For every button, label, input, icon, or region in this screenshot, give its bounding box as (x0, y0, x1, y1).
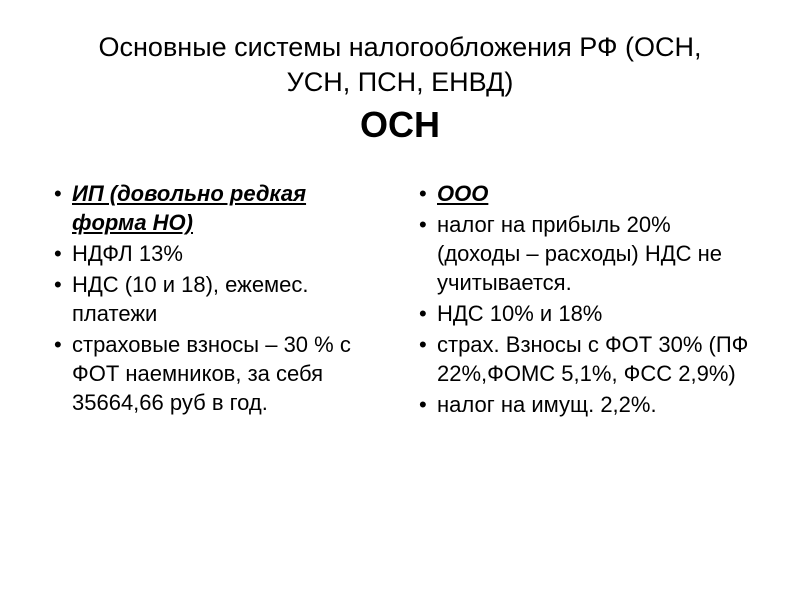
left-item: НДС (10 и 18), ежемес. платежи (50, 270, 385, 328)
title-line-1: Основные системы налогообложения РФ (ОСН… (50, 30, 750, 65)
left-list: ИП (довольно редкая форма НО) НДФЛ 13% Н… (50, 179, 385, 417)
right-column: ООО налог на прибыль 20% (доходы – расхо… (415, 179, 750, 421)
right-item: страх. Взносы с ФОТ 30% (ПФ 22%,ФОМС 5,1… (415, 330, 750, 388)
right-heading: ООО (437, 181, 488, 206)
title-line-2: УСН, ПСН, ЕНВД) (50, 65, 750, 100)
title-main: ОСН (50, 102, 750, 149)
content-columns: ИП (довольно редкая форма НО) НДФЛ 13% Н… (50, 179, 750, 421)
left-column: ИП (довольно редкая форма НО) НДФЛ 13% Н… (50, 179, 385, 421)
right-item: налог на имущ. 2,2%. (415, 390, 750, 419)
left-item: НДФЛ 13% (50, 239, 385, 268)
right-heading-item: ООО (415, 179, 750, 208)
slide-title: Основные системы налогообложения РФ (ОСН… (50, 30, 750, 149)
left-heading: ИП (довольно редкая форма НО) (72, 181, 306, 235)
right-item: НДС 10% и 18% (415, 299, 750, 328)
right-list: ООО налог на прибыль 20% (доходы – расхо… (415, 179, 750, 419)
right-item: налог на прибыль 20% (доходы – расходы) … (415, 210, 750, 297)
left-heading-item: ИП (довольно редкая форма НО) (50, 179, 385, 237)
left-item: страховые взносы – 30 % с ФОТ наемников,… (50, 330, 385, 417)
